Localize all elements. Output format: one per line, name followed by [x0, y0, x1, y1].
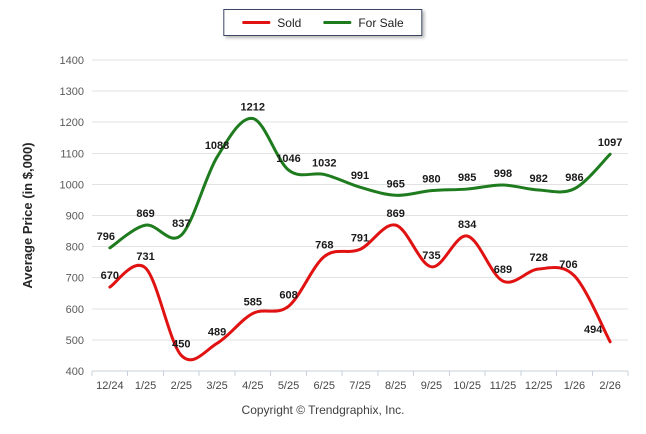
data-label: 494	[584, 324, 603, 336]
data-label: 585	[244, 296, 262, 308]
y-tick-label: 400	[66, 366, 84, 378]
y-tick-label: 500	[66, 335, 84, 347]
data-label: 985	[458, 172, 476, 184]
data-label: 791	[351, 232, 369, 244]
data-label: 998	[494, 168, 512, 180]
legend-label-for-sale: For Sale	[358, 15, 404, 30]
data-label: 834	[458, 219, 477, 231]
data-label: 869	[136, 208, 154, 220]
data-label: 450	[172, 338, 190, 350]
x-tick-label: 5/25	[278, 380, 299, 392]
data-label: 1032	[312, 157, 336, 169]
data-label: 731	[136, 251, 154, 263]
data-label: 735	[422, 250, 440, 262]
legend-label-sold: Sold	[277, 15, 302, 30]
series-line-for-sale	[108, 116, 612, 250]
x-tick-label: 2/26	[599, 380, 620, 392]
data-label: 980	[422, 174, 440, 186]
y-tick-label: 1300	[60, 86, 84, 98]
data-label: 1088	[205, 140, 229, 152]
chart-canvas: 400 500 600 700 800 900 1000 1100 1200 1300 1400 12…	[20, 55, 629, 392]
data-label: 768	[315, 240, 333, 252]
sold-line-swatch-icon	[242, 21, 271, 24]
y-tick-label: 1400	[60, 55, 84, 67]
legend-item-for-sale: For Sale	[323, 15, 404, 30]
data-label: 982	[529, 173, 547, 185]
data-label: 991	[351, 170, 369, 182]
y-axis-title: Average Price (in $,000)	[20, 142, 35, 288]
y-tick-label: 900	[66, 211, 84, 223]
data-label: 869	[387, 208, 405, 220]
x-tick-label: 4/25	[242, 380, 263, 392]
data-label: 608	[279, 289, 297, 301]
data-label: 837	[172, 218, 190, 230]
legend: Sold For Sale	[223, 9, 423, 36]
x-tick-label: 10/25	[453, 380, 481, 392]
data-label: 1046	[276, 153, 300, 165]
y-tick-label: 700	[66, 273, 84, 285]
x-tick-label: 12/24	[96, 380, 124, 392]
data-label: 1212	[241, 101, 265, 113]
x-tick-label: 8/25	[385, 380, 406, 392]
y-tick-label: 1200	[60, 117, 84, 129]
data-label: 728	[529, 252, 547, 264]
x-tick-label: 9/25	[421, 380, 442, 392]
x-tick-label: 6/25	[314, 380, 335, 392]
for-sale-line-swatch-icon	[323, 21, 352, 24]
data-label: 670	[101, 270, 119, 282]
data-label: 489	[208, 326, 226, 338]
x-tick-label: 11/25	[490, 380, 517, 392]
x-tick-label: 1/25	[135, 380, 156, 392]
data-label: 689	[494, 264, 512, 276]
x-tick-label: 3/25	[206, 380, 227, 392]
y-tick-label: 800	[66, 242, 84, 254]
x-tick-label: 12/25	[525, 380, 553, 392]
data-label: 706	[559, 259, 577, 271]
data-label: 1097	[598, 137, 622, 149]
data-label: 796	[97, 231, 115, 243]
series-line-sold	[108, 223, 612, 362]
x-tick-label: 1/26	[564, 380, 585, 392]
x-tick-label: 2/25	[171, 380, 192, 392]
x-tick-label: 7/25	[349, 380, 370, 392]
y-tick-label: 1100	[60, 148, 84, 160]
y-tick-label: 1000	[60, 179, 84, 191]
data-label: 986	[565, 172, 583, 184]
copyright-text: Copyright © Trendgraphix, Inc.	[241, 403, 405, 417]
legend-item-sold: Sold	[242, 17, 301, 29]
data-label: 965	[387, 178, 405, 190]
y-tick-label: 600	[66, 304, 84, 316]
